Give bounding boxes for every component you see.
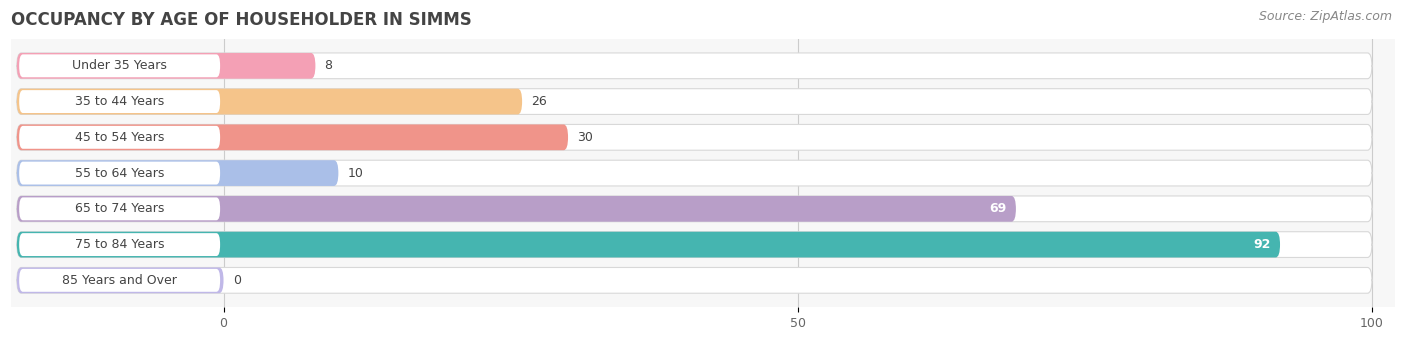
Text: 69: 69: [990, 202, 1007, 215]
FancyBboxPatch shape: [17, 53, 1372, 79]
Text: 55 to 64 Years: 55 to 64 Years: [75, 167, 165, 180]
FancyBboxPatch shape: [17, 89, 1372, 115]
FancyBboxPatch shape: [17, 196, 1017, 222]
FancyBboxPatch shape: [20, 126, 221, 149]
Text: Source: ZipAtlas.com: Source: ZipAtlas.com: [1258, 10, 1392, 23]
Text: 30: 30: [578, 131, 593, 144]
Text: 26: 26: [531, 95, 547, 108]
FancyBboxPatch shape: [17, 160, 1372, 186]
Text: 75 to 84 Years: 75 to 84 Years: [75, 238, 165, 251]
Text: OCCUPANCY BY AGE OF HOUSEHOLDER IN SIMMS: OCCUPANCY BY AGE OF HOUSEHOLDER IN SIMMS: [11, 11, 472, 29]
FancyBboxPatch shape: [17, 89, 522, 115]
FancyBboxPatch shape: [20, 162, 221, 184]
FancyBboxPatch shape: [17, 232, 1372, 257]
FancyBboxPatch shape: [17, 232, 1279, 257]
FancyBboxPatch shape: [17, 160, 339, 186]
Text: 92: 92: [1254, 238, 1271, 251]
Text: 85 Years and Over: 85 Years and Over: [62, 274, 177, 287]
FancyBboxPatch shape: [20, 197, 221, 220]
FancyBboxPatch shape: [17, 53, 315, 79]
FancyBboxPatch shape: [20, 54, 221, 77]
FancyBboxPatch shape: [20, 90, 221, 113]
Text: Under 35 Years: Under 35 Years: [72, 59, 167, 72]
Text: 65 to 74 Years: 65 to 74 Years: [75, 202, 165, 215]
Text: 10: 10: [347, 167, 364, 180]
FancyBboxPatch shape: [17, 124, 1372, 150]
Text: 8: 8: [325, 59, 333, 72]
FancyBboxPatch shape: [20, 233, 221, 256]
FancyBboxPatch shape: [17, 267, 224, 293]
FancyBboxPatch shape: [17, 124, 568, 150]
Text: 0: 0: [233, 274, 240, 287]
Text: 35 to 44 Years: 35 to 44 Years: [75, 95, 165, 108]
FancyBboxPatch shape: [20, 269, 221, 292]
FancyBboxPatch shape: [17, 267, 1372, 293]
FancyBboxPatch shape: [17, 196, 1372, 222]
Text: 45 to 54 Years: 45 to 54 Years: [75, 131, 165, 144]
